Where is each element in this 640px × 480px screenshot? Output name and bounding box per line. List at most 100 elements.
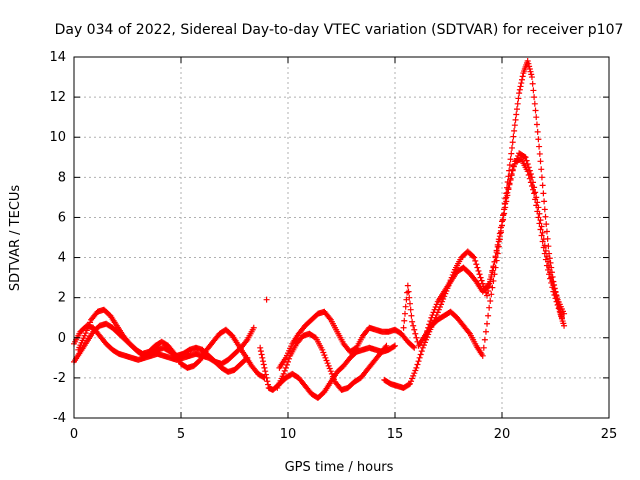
data-point: [526, 66, 533, 73]
data-point: [489, 284, 496, 291]
y-tick-label: -2: [53, 371, 66, 386]
data-point: [263, 296, 270, 303]
data-point: [513, 111, 520, 118]
data-point: [432, 304, 439, 311]
data-point: [515, 95, 522, 102]
data-point: [326, 365, 333, 372]
data-point: [407, 306, 414, 313]
data-point: [536, 150, 543, 157]
data-point: [420, 342, 427, 349]
data-point: [533, 121, 540, 128]
data-point: [408, 378, 415, 385]
data-point: [535, 214, 542, 221]
data-point: [485, 287, 492, 294]
data-point: [527, 179, 534, 186]
data-point: [546, 255, 553, 262]
data-point: [542, 256, 549, 263]
data-point: [556, 306, 563, 313]
data-point: [518, 76, 525, 83]
data-point: [263, 374, 270, 381]
x-tick-label: 15: [387, 427, 404, 442]
y-tick-label: -4: [53, 411, 66, 426]
data-point: [262, 371, 269, 378]
data-point: [508, 144, 515, 151]
data-point: [477, 274, 484, 281]
data-point: [486, 304, 493, 311]
data-point: [429, 312, 436, 319]
series-track-g: [381, 150, 568, 391]
data-point: [556, 304, 563, 311]
data-point: [530, 186, 537, 193]
data-point: [430, 309, 437, 316]
data-point: [490, 277, 497, 284]
y-tick-label: 6: [58, 210, 66, 225]
data-point: [401, 317, 408, 324]
data-point: [486, 280, 493, 287]
data-point: [501, 201, 508, 208]
data-point: [260, 358, 267, 365]
data-point: [546, 250, 553, 257]
data-point: [411, 344, 418, 351]
data-point: [404, 282, 411, 289]
data-point: [503, 190, 510, 197]
grid-lines: [74, 57, 609, 418]
data-point: [488, 291, 495, 298]
data-point: [170, 349, 177, 356]
data-point: [499, 217, 506, 224]
data-point: [321, 352, 328, 359]
data-point: [85, 322, 92, 329]
data-point: [495, 238, 502, 245]
data-point: [510, 133, 517, 140]
data-point: [533, 202, 540, 209]
data-point: [259, 354, 266, 361]
data-point: [543, 221, 550, 228]
series-track-f: [274, 330, 390, 393]
data-point: [521, 153, 528, 160]
data-point: [465, 329, 472, 336]
data-point: [538, 232, 545, 239]
data-point: [322, 354, 329, 361]
data-point: [282, 364, 289, 371]
data-point: [473, 261, 480, 268]
data-point: [423, 331, 430, 338]
data-point: [511, 122, 518, 129]
data-point: [475, 267, 482, 274]
data-point: [533, 114, 540, 121]
data-point: [243, 338, 250, 345]
data-point: [406, 300, 413, 307]
data-point: [262, 368, 269, 375]
data-point: [426, 321, 433, 328]
x-tick-label: 20: [494, 427, 511, 442]
data-point: [502, 195, 509, 202]
data-point: [526, 63, 533, 70]
data-point: [503, 184, 510, 191]
data-point: [548, 264, 555, 271]
x-tick-label: 25: [601, 427, 618, 442]
data-point: [405, 381, 412, 388]
data-point: [83, 327, 90, 334]
data-point: [412, 330, 419, 337]
data-point: [479, 280, 486, 287]
data-point: [528, 74, 535, 81]
data-point: [328, 370, 335, 377]
data-point: [534, 128, 541, 135]
data-point: [283, 361, 290, 368]
data-point: [327, 368, 334, 375]
data-point: [257, 344, 264, 351]
data-point: [320, 349, 327, 356]
data-point: [554, 298, 561, 305]
data-point: [285, 358, 291, 365]
data-point: [547, 259, 554, 266]
data-point: [257, 348, 264, 355]
data-point: [524, 168, 531, 175]
data-point: [411, 326, 418, 333]
y-tick-label: 0: [58, 331, 66, 346]
data-point: [319, 346, 326, 353]
data-point: [523, 157, 530, 164]
data-point: [510, 162, 517, 169]
data-point: [557, 309, 564, 316]
data-point: [534, 208, 541, 215]
data-point: [527, 68, 534, 75]
data-point: [512, 116, 519, 123]
data-point: [82, 330, 89, 337]
